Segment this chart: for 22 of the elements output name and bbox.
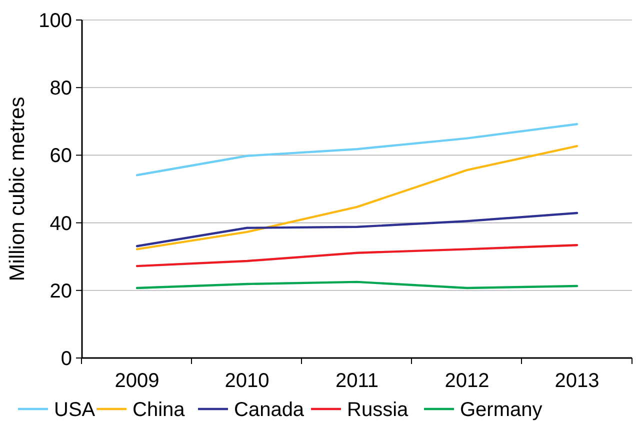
x-tick-label: 2013 [554,370,600,392]
x-tick-label: 2012 [444,370,490,392]
y-tick-label: 60 [50,145,72,168]
x-tick-label: 2009 [114,370,160,392]
y-tick-label: 20 [50,280,72,302]
line-series [136,244,578,268]
legend-label: Germany [460,399,542,421]
line-series [136,123,578,176]
line-series [136,212,578,248]
y-tick-label: 100 [38,10,72,32]
y-axis-title: Million cubic metres [6,96,29,282]
legend-label: Russia [347,399,410,421]
x-tick-label: 2011 [335,370,379,392]
line-series [136,144,578,250]
line-series [136,280,578,290]
legend-label: Canada [234,399,305,421]
y-tick-label: 0 [60,348,72,370]
legend-label: USA [54,399,96,421]
y-tick-label: 40 [50,212,72,235]
legend-label: China [132,399,186,421]
y-tick-label: 80 [50,78,72,100]
x-tick-label: 2010 [224,370,270,392]
